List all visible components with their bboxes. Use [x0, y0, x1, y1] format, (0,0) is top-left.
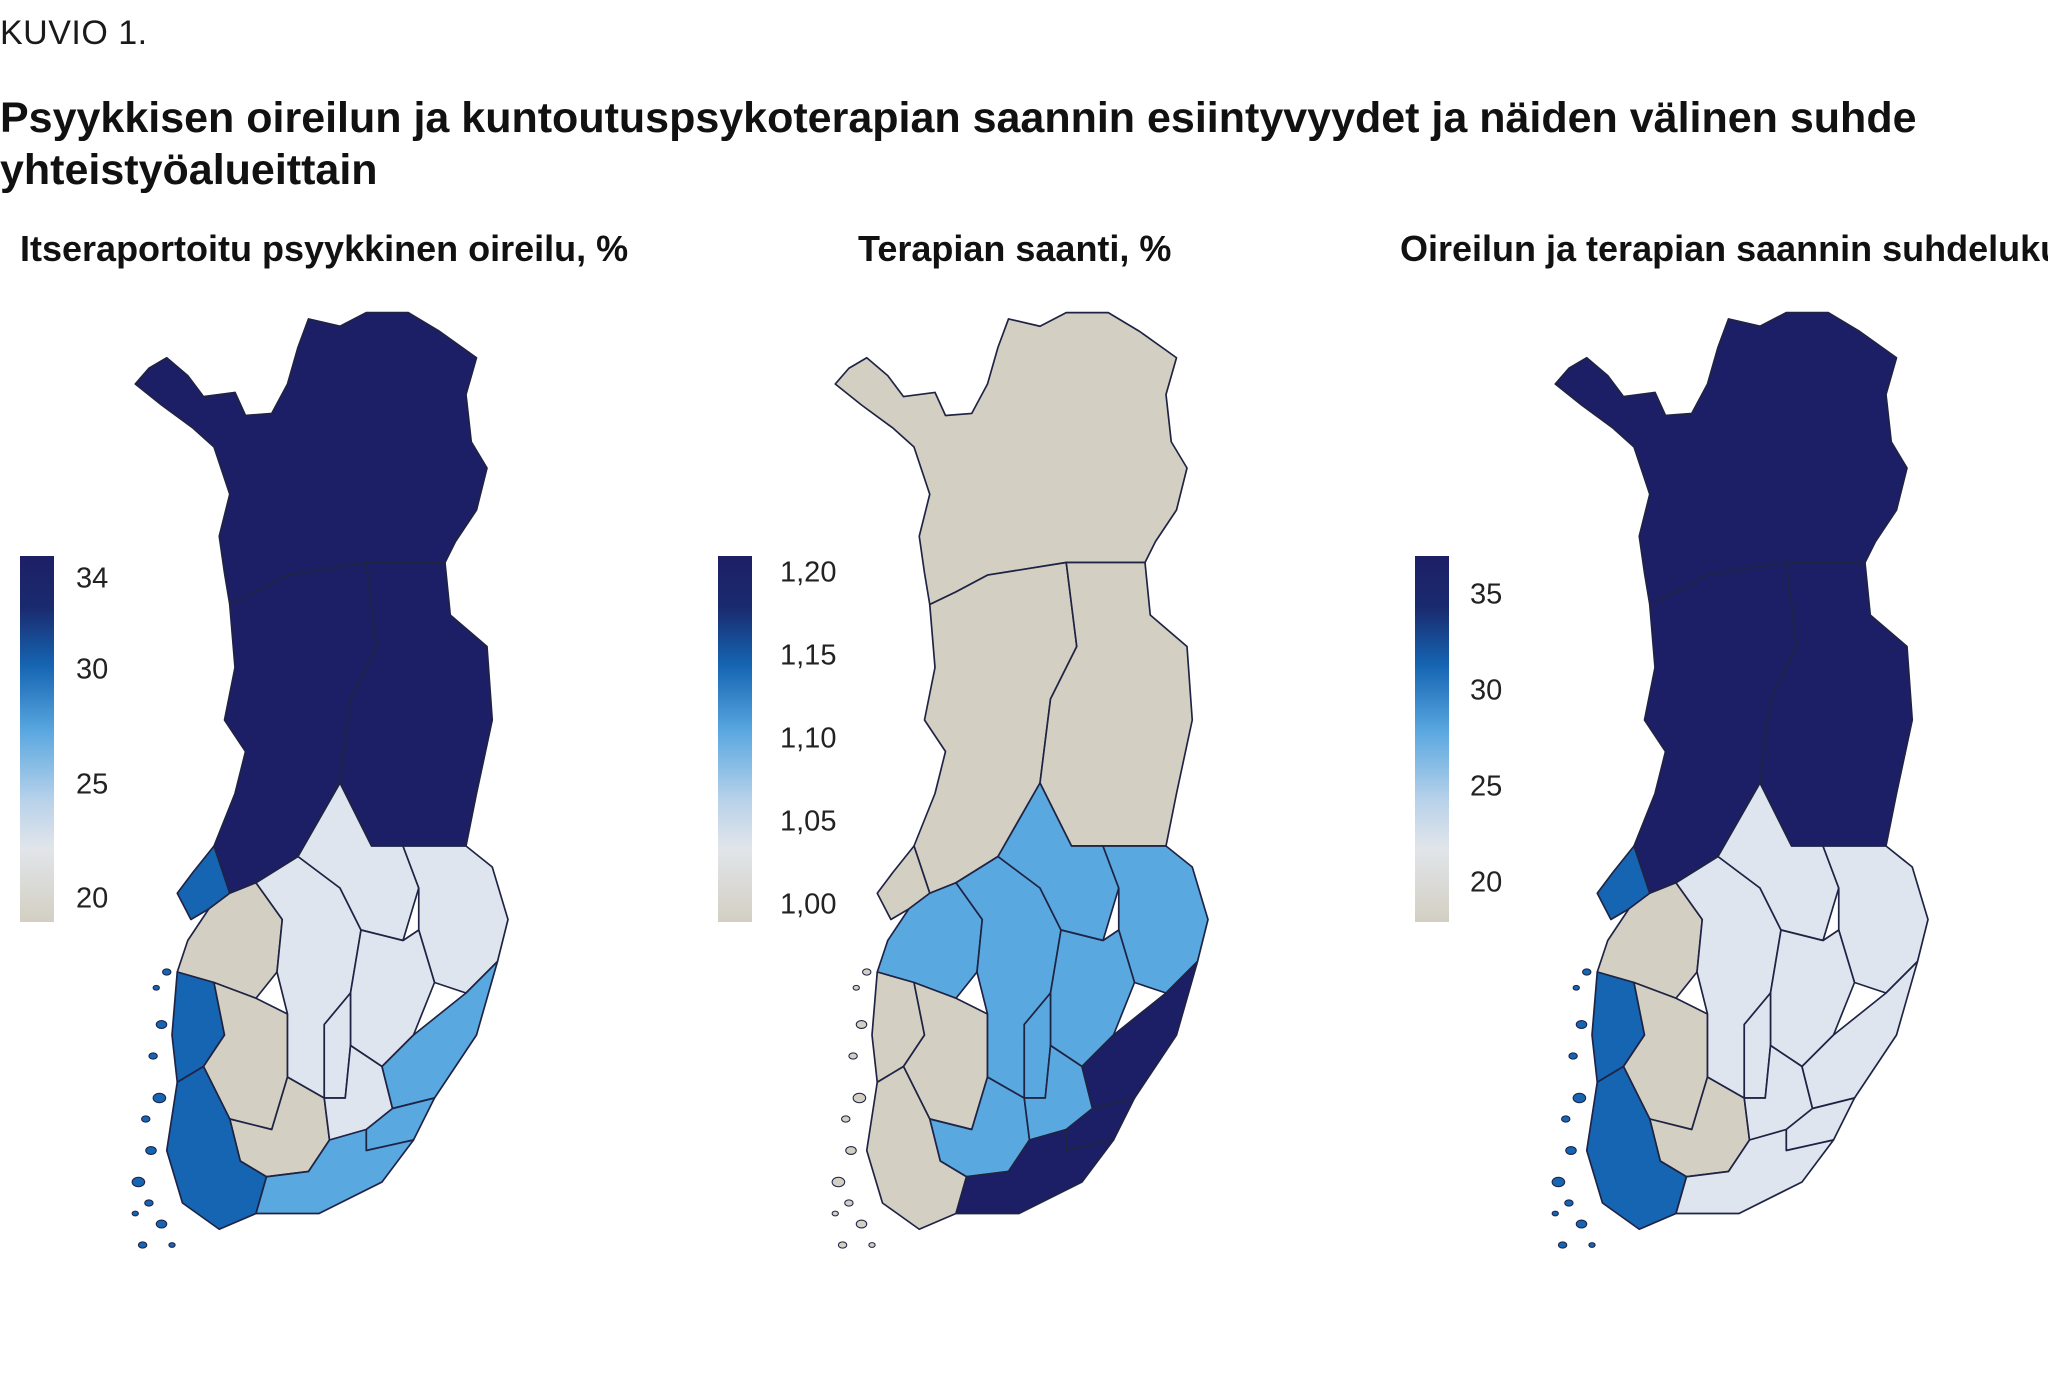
region-uusimaa: [955, 1128, 1115, 1215]
island-0: [855, 1020, 868, 1029]
legend-bar-ratio: [1415, 556, 1449, 922]
legend-tick-label: 20: [1470, 866, 1503, 899]
island-5: [831, 1176, 846, 1188]
island-11: [1582, 968, 1592, 976]
map-symptoms: [131, 311, 509, 1249]
island-0: [155, 1020, 168, 1029]
legend-tick-label: 1,05: [780, 805, 837, 838]
legend-tick-label: 25: [1470, 770, 1503, 803]
island-3: [1561, 1115, 1571, 1123]
island-9: [1588, 1242, 1596, 1248]
island-2: [1572, 1092, 1587, 1104]
island-12: [852, 984, 860, 991]
panel-title-ratio: Oireilun ja terapian saannin suhdeluku: [1400, 228, 2048, 269]
island-4: [145, 1146, 157, 1155]
legend-tick-label: 1,10: [780, 722, 837, 755]
region-lapland: [134, 311, 488, 606]
panel-title-symptoms: Itseraportoitu psyykkinen oireilu, %: [20, 228, 629, 269]
island-1: [148, 1052, 158, 1060]
legend-tick-label: 25: [76, 768, 109, 801]
island-8: [837, 1241, 848, 1249]
island-3: [141, 1115, 151, 1123]
island-5: [131, 1176, 146, 1188]
region-uusimaa: [255, 1128, 415, 1215]
island-5: [1551, 1176, 1566, 1188]
island-1: [848, 1052, 858, 1060]
island-4: [845, 1146, 857, 1155]
figure-title: Psyykkisen oireilun ja kuntoutuspsykoter…: [0, 94, 1917, 194]
legend-bar-symptoms: [20, 556, 54, 922]
island-11: [862, 968, 872, 976]
island-2: [852, 1092, 867, 1104]
island-6: [844, 1199, 854, 1207]
region-lapland: [1554, 311, 1908, 606]
island-6: [144, 1199, 154, 1207]
island-12: [152, 984, 160, 991]
legend-tick-label: 1,20: [780, 556, 837, 589]
island-3: [841, 1115, 851, 1123]
island-7: [855, 1219, 868, 1229]
legend-tick-label: 20: [76, 882, 109, 915]
island-11: [162, 968, 172, 976]
island-9: [168, 1242, 176, 1248]
island-8: [1557, 1241, 1568, 1249]
island-9: [868, 1242, 876, 1248]
region-uusimaa: [1675, 1128, 1835, 1215]
island-10: [131, 1210, 139, 1217]
legend-tick-label: 30: [1470, 674, 1503, 707]
map-therapy: [831, 311, 1209, 1249]
island-0: [1575, 1020, 1588, 1029]
legend-bar-therapy: [718, 556, 752, 922]
island-12: [1572, 984, 1580, 991]
map-ratio: [1551, 311, 1929, 1249]
panel-title-therapy: Terapian saanti, %: [858, 228, 1172, 269]
island-2: [152, 1092, 167, 1104]
island-10: [831, 1210, 839, 1217]
island-10: [1551, 1210, 1559, 1217]
island-6: [1564, 1199, 1574, 1207]
figure-label: KUVIO 1.: [0, 14, 148, 52]
region-lapland: [834, 311, 1188, 606]
legend-tick-label: 1,15: [780, 639, 837, 672]
island-7: [155, 1219, 168, 1229]
island-8: [137, 1241, 148, 1249]
island-4: [1565, 1146, 1577, 1155]
legend-tick-label: 1,00: [780, 888, 837, 921]
legend-tick-label: 35: [1470, 578, 1503, 611]
island-7: [1575, 1219, 1588, 1229]
legend-tick-label: 34: [76, 562, 109, 595]
island-1: [1568, 1052, 1578, 1060]
legend-tick-label: 30: [76, 653, 109, 686]
